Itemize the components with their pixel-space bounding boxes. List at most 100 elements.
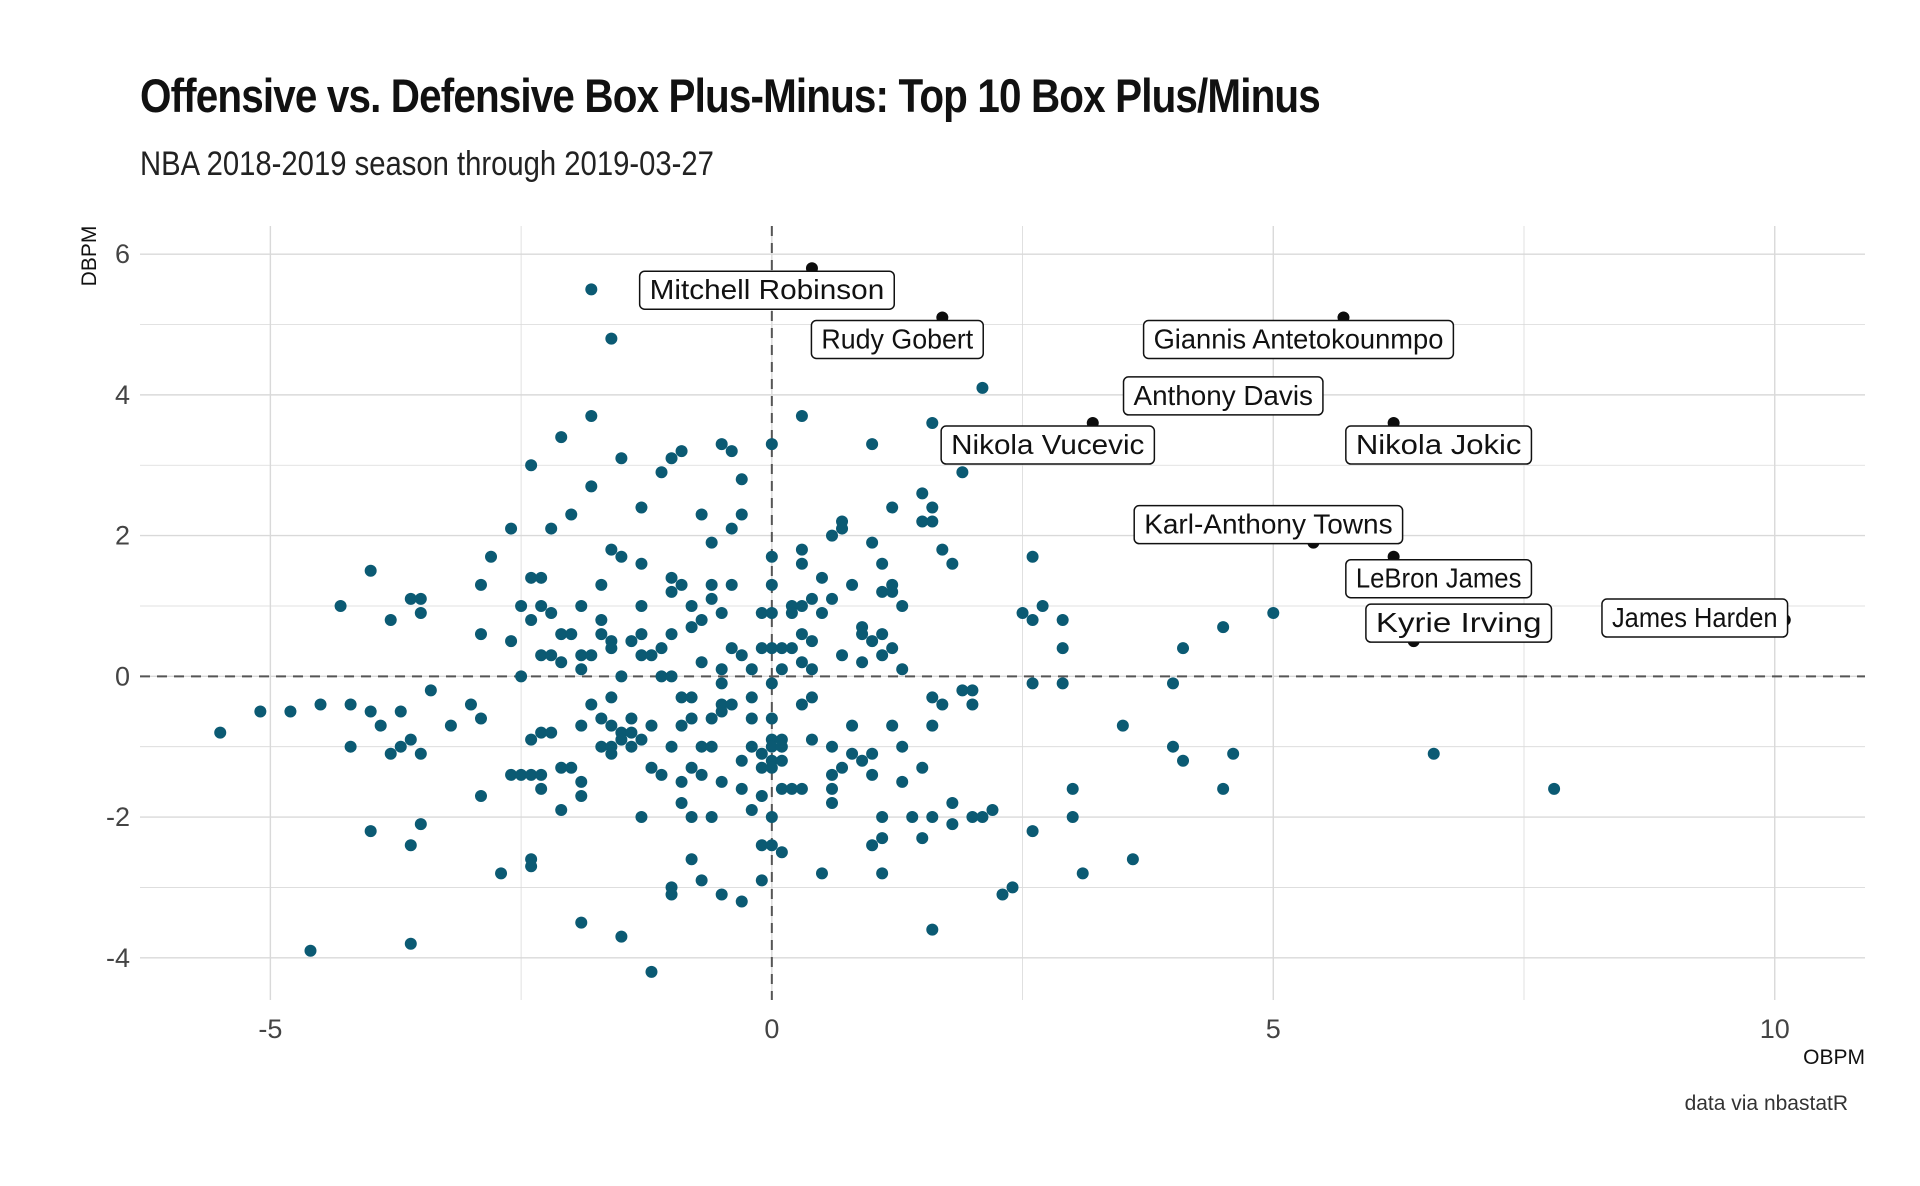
data-point [966, 811, 979, 824]
data-point [675, 578, 688, 591]
data-point [916, 487, 929, 500]
data-point [595, 712, 608, 725]
data-point [575, 663, 588, 676]
data-point [1026, 677, 1039, 690]
data-point [936, 543, 949, 556]
data-point [625, 740, 638, 753]
point-label-text: Rudy Gobert [821, 323, 973, 354]
data-point [856, 754, 869, 767]
data-point [926, 501, 939, 514]
data-point [856, 621, 869, 634]
data-point [1217, 621, 1230, 634]
data-point [625, 635, 638, 648]
data-point [605, 719, 618, 732]
data-point [635, 599, 648, 612]
data-point [665, 740, 678, 753]
data-point [655, 642, 668, 655]
data-point [314, 698, 327, 711]
data-point [545, 607, 558, 619]
x-tick-label: 5 [1266, 1014, 1281, 1044]
data-point [946, 796, 959, 809]
data-point [826, 529, 839, 542]
data-point [1166, 740, 1179, 753]
data-point [585, 409, 598, 422]
data-point [655, 670, 668, 683]
data-point [344, 740, 357, 753]
data-point [505, 635, 518, 648]
data-point [645, 649, 658, 662]
data-point [1026, 825, 1039, 838]
data-point [374, 719, 387, 732]
data-point [555, 761, 568, 774]
data-point [795, 656, 808, 669]
data-point [555, 656, 568, 669]
data-point [826, 768, 839, 781]
point-label: Rudy Gobert [810, 319, 984, 360]
point-label-box [1365, 603, 1553, 643]
axes: -5 0 5 10 -4 -2 0 2 4 6 OBPM DBPM [78, 226, 1865, 1069]
data-point [535, 599, 548, 612]
data-point [545, 649, 558, 662]
data-point [976, 811, 989, 824]
data-point [1267, 607, 1280, 619]
data-point [765, 839, 778, 852]
data-point [765, 578, 778, 591]
chart-subtitle: NBA 2018-2019 season through 2019-03-27 [140, 145, 714, 183]
data-point [575, 775, 588, 788]
data-point [474, 578, 487, 591]
data-point [986, 804, 999, 817]
point-label-box [940, 425, 1156, 465]
data-point [414, 818, 427, 831]
data-point [765, 677, 778, 690]
data-point [1056, 677, 1069, 690]
x-tick-label: 10 [1760, 1014, 1790, 1044]
reference-lines [140, 226, 1865, 1000]
data-point [735, 508, 748, 521]
data-point [936, 698, 949, 711]
data-point [645, 719, 658, 732]
chart-caption: data via nbastatR [1684, 1092, 1848, 1115]
data-point [765, 712, 778, 725]
data-point [525, 459, 538, 472]
data-point [926, 719, 939, 732]
data-point [364, 825, 377, 838]
data-point [876, 832, 889, 845]
data-point [715, 775, 728, 788]
data-point [926, 515, 939, 528]
data-point [495, 867, 508, 880]
data-point [966, 698, 979, 711]
data-point [735, 754, 748, 767]
data-point [575, 719, 588, 732]
data-point [705, 536, 718, 549]
data-point [615, 452, 628, 465]
point-label-box [1133, 504, 1404, 545]
data-point [625, 726, 638, 739]
data-point [1427, 747, 1440, 760]
data-point [1056, 614, 1069, 627]
data-point [364, 705, 377, 718]
data-point [695, 656, 708, 669]
data-point [765, 607, 778, 619]
data-point [605, 691, 618, 704]
data-point [876, 649, 889, 662]
data-point [414, 607, 427, 619]
data-point [575, 916, 588, 929]
data-point [1066, 811, 1079, 824]
y-tick-label: 2 [115, 521, 130, 551]
data-point [805, 663, 818, 676]
data-point [705, 712, 718, 725]
data-point [525, 733, 538, 746]
data-point [474, 712, 487, 725]
data-point [735, 473, 748, 486]
data-point [836, 649, 849, 662]
point-label: Karl-Anthony Towns [1133, 504, 1404, 545]
data-point [404, 592, 417, 605]
data-point [775, 846, 788, 859]
data-point [505, 768, 518, 781]
data-point [565, 628, 578, 641]
data-point [926, 417, 939, 430]
data-point [595, 628, 608, 641]
data-point [735, 895, 748, 908]
data-point [1116, 719, 1129, 732]
data-point [755, 747, 768, 760]
